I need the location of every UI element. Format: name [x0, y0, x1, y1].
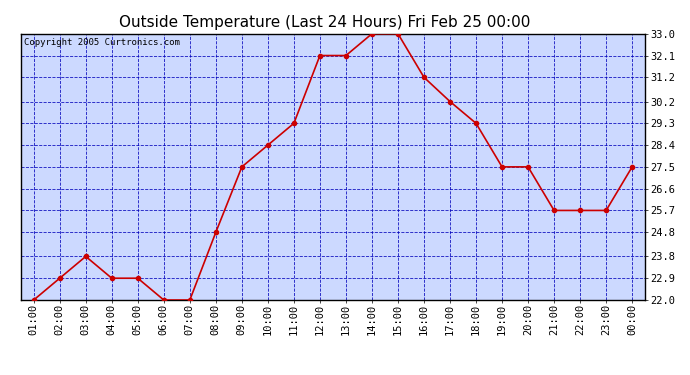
Text: Outside Temperature (Last 24 Hours) Fri Feb 25 00:00: Outside Temperature (Last 24 Hours) Fri … [119, 15, 530, 30]
Text: Copyright 2005 Curtronics.com: Copyright 2005 Curtronics.com [24, 38, 179, 47]
